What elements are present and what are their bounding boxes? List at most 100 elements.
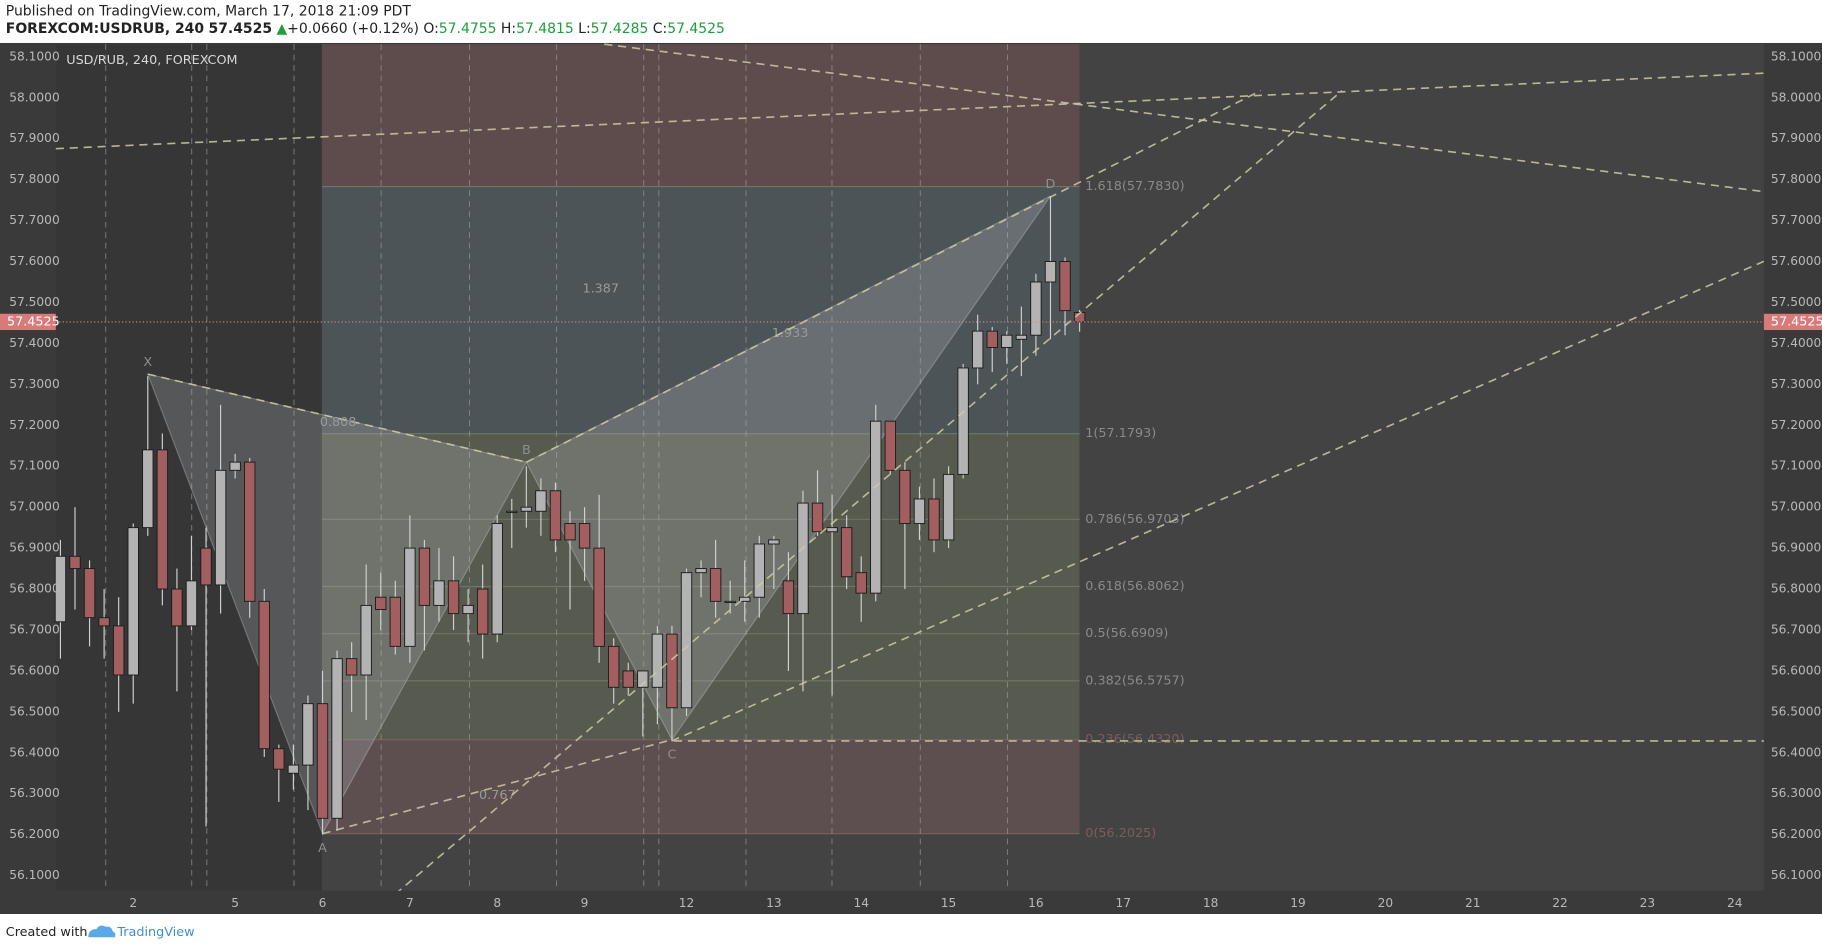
footer-brand[interactable]: TradingView <box>116 925 194 940</box>
x-tick-label: 17 <box>1116 896 1132 910</box>
candle-body <box>724 600 736 603</box>
fib-zone <box>321 739 1080 834</box>
candle-body <box>1030 281 1042 336</box>
candle-body <box>316 703 329 819</box>
candle-body <box>768 539 780 545</box>
pattern-point-label: D <box>1046 177 1056 192</box>
open-label: O: <box>423 21 438 37</box>
change: +0.0660 (+0.12%) <box>287 21 419 37</box>
y-tick-label-right: 56.2000 <box>1771 827 1821 841</box>
candle-body <box>870 420 882 594</box>
pattern-point-label: C <box>667 747 676 762</box>
y-tick-label: 57.9000 <box>9 131 59 145</box>
last-price: 57.4525 <box>209 21 273 37</box>
candle-body <box>782 580 795 615</box>
candle-body <box>622 670 634 688</box>
x-tick-label: 24 <box>1727 896 1743 910</box>
fib-label: 0.618(56.8062) <box>1085 579 1184 594</box>
y-tick-label: 57.5000 <box>9 295 59 309</box>
y-tick-label: 56.2000 <box>9 827 59 841</box>
y-tick-label: 56.7000 <box>9 622 59 636</box>
y-tick-label-right: 57.5000 <box>1771 295 1821 309</box>
x-tick-label: 21 <box>1465 896 1481 910</box>
y-tick-label: 56.4000 <box>9 745 59 759</box>
candle-body <box>1059 261 1071 312</box>
candle-body <box>244 461 256 602</box>
trend-line <box>394 89 1343 895</box>
candle-body <box>709 568 722 602</box>
y-tick-label-right: 56.1000 <box>1771 868 1821 882</box>
candle-body <box>200 547 212 586</box>
candle-body <box>156 449 169 590</box>
candle-body <box>491 523 503 635</box>
y-tick-label: 57.7000 <box>9 213 59 227</box>
y-tick-label: 58.1000 <box>9 49 59 63</box>
open-value: 57.4755 <box>439 21 497 37</box>
x-tick-label: 18 <box>1203 896 1219 910</box>
y-tick-label: 57.4000 <box>9 336 59 350</box>
candle-body <box>520 506 533 512</box>
y-tick-label-right: 58.0000 <box>1771 90 1821 104</box>
candle-body <box>360 604 372 676</box>
candle-body <box>375 596 387 610</box>
fib-label: 1.618(57.7830) <box>1085 179 1184 194</box>
candle-body <box>855 572 867 594</box>
y-tick-label-right: 56.8000 <box>1771 582 1821 596</box>
price-badge-label: 57.4525 <box>1771 314 1822 329</box>
candle-body <box>928 498 940 541</box>
x-tick-label: 7 <box>406 896 414 910</box>
y-tick-label-right: 56.3000 <box>1771 786 1821 800</box>
x-tick-label: 12 <box>679 896 695 910</box>
fib-label: 0.382(56.5757) <box>1085 673 1184 688</box>
candle-body <box>418 547 431 606</box>
pattern-ratio: 0.808 <box>320 415 357 430</box>
candle-body <box>462 604 474 615</box>
candle-body <box>826 527 838 533</box>
price-badge <box>1763 313 1822 331</box>
candle-body <box>447 580 460 615</box>
change-arrow: ▲ <box>276 21 287 37</box>
y-tick-label-right: 57.3000 <box>1771 377 1821 391</box>
pattern-point-label: A <box>318 841 327 856</box>
y-tick-label: 57.3000 <box>9 377 59 391</box>
x-tick-label: 23 <box>1640 896 1656 910</box>
low-value: 57.4285 <box>591 21 649 37</box>
y-tick-label-right: 57.7000 <box>1771 213 1821 227</box>
fib-label: 0.786(56.9703) <box>1085 512 1184 527</box>
chart-title: USD/RUB, 240, FOREXCOM <box>66 53 237 68</box>
y-tick-label-right: 57.8000 <box>1771 172 1821 186</box>
y-tick-label: 56.9000 <box>9 541 59 555</box>
candle-body <box>971 330 984 369</box>
fib-zone <box>321 44 1080 187</box>
y-tick-label: 58.0000 <box>9 90 59 104</box>
high-value: 57.4815 <box>516 21 574 37</box>
x-tick-label: 9 <box>581 896 589 910</box>
fib-label: 1(57.1793) <box>1085 426 1156 441</box>
y-tick-label-right: 57.2000 <box>1771 418 1821 432</box>
y-tick-label-right: 57.4000 <box>1771 336 1821 350</box>
candle-body <box>884 420 897 471</box>
xabcd-pattern: X A B C D 0.808 1.387 1.933 0.767 <box>143 177 1055 856</box>
candle-body <box>345 658 358 676</box>
candle-body <box>739 596 751 602</box>
candle-body <box>666 633 678 709</box>
candle-body <box>433 580 445 606</box>
candle-body <box>69 555 81 570</box>
candle-body <box>127 527 139 676</box>
y-tick-label-right: 57.1000 <box>1771 459 1821 473</box>
fib-label: 0(56.2025) <box>1085 826 1156 841</box>
y-tick-label-right: 57.6000 <box>1771 254 1821 268</box>
candle-body <box>98 617 110 627</box>
y-tick-label-right: 56.7000 <box>1771 622 1821 636</box>
footer-text: Created with <box>6 925 88 940</box>
y-tick-label: 56.6000 <box>9 663 59 677</box>
candle-body <box>1044 261 1057 283</box>
price-badge <box>0 313 56 331</box>
y-tick-label: 56.1000 <box>9 868 59 882</box>
candle-body <box>1015 334 1028 340</box>
pattern-leg <box>147 373 527 463</box>
candle-body <box>83 568 96 619</box>
candle-body <box>171 588 183 627</box>
close-label: C: <box>653 21 667 37</box>
